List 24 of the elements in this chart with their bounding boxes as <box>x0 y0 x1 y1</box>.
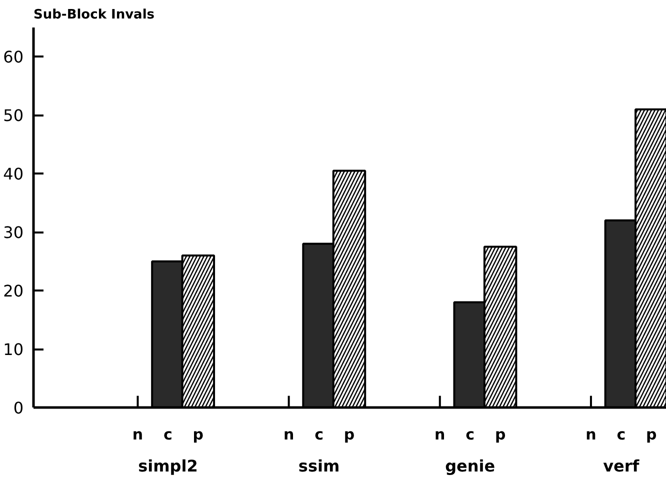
x-tick-label: genie <box>445 456 496 476</box>
x-tick-label: verf <box>603 456 640 476</box>
text: p <box>494 426 506 444</box>
y-tick-label: 20 <box>3 282 24 301</box>
y-tick-label: 0 <box>13 398 24 418</box>
text: p <box>646 426 657 444</box>
y-tick-label: 60 <box>3 48 24 67</box>
text: p <box>344 426 355 444</box>
series-label: c <box>164 426 172 444</box>
text: c <box>616 426 626 444</box>
x-tick-label: ssim <box>298 456 340 476</box>
text: n <box>434 426 446 444</box>
y-tick-label: 50 <box>3 106 24 126</box>
legend-label: n <box>132 426 144 444</box>
text: n <box>283 426 294 444</box>
series-label: p <box>192 426 204 444</box>
y-tick-label: 40 <box>3 164 24 184</box>
text: n <box>586 426 596 444</box>
text: c <box>314 426 324 444</box>
y-tick-label: 10 <box>3 340 24 360</box>
x-tick-label: simpl2 <box>138 456 198 476</box>
y-tick-label: 30 <box>3 223 24 242</box>
text: c <box>466 426 475 444</box>
y-axis-title: Sub-Block Invals <box>34 8 155 22</box>
